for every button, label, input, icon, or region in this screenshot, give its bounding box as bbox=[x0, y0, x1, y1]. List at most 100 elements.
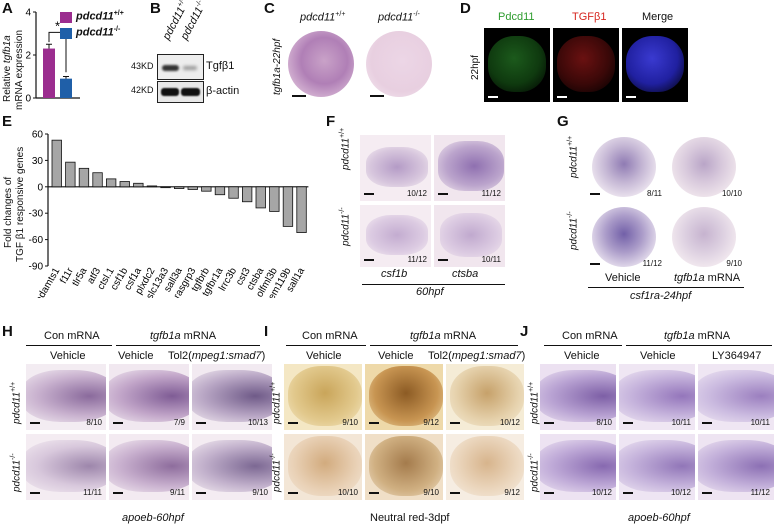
panel-i-image: 10/10 bbox=[284, 434, 362, 500]
y-tick-label: -30 bbox=[29, 209, 44, 220]
panel-d-col2: TGFβ1 bbox=[572, 11, 607, 23]
panel-f-image-ko-csf1b: 11/12 bbox=[360, 205, 431, 267]
scale-bar bbox=[369, 422, 379, 424]
panel-h-image: 10/13 bbox=[192, 364, 272, 430]
panel-c-image-ko bbox=[364, 27, 436, 101]
panel-h-line-tgf bbox=[116, 345, 260, 346]
ratio-label: 10/13 bbox=[247, 418, 268, 427]
ratio-label: 10/12 bbox=[670, 488, 691, 497]
ratio-label: 7/9 bbox=[173, 418, 185, 427]
panel-j-row2: pdcd11-/- bbox=[528, 453, 541, 492]
bar-gene bbox=[65, 161, 76, 188]
panel-h-con: Con mRNA bbox=[44, 330, 100, 342]
panel-i-tgf: tgfb1a mRNA bbox=[410, 330, 477, 342]
panel-h-image: 11/11 bbox=[26, 434, 106, 500]
ratio-label: 9/12 bbox=[423, 418, 439, 427]
scale-bar bbox=[288, 422, 298, 424]
panel-d-col3: Merge bbox=[642, 11, 674, 23]
panel-d-image-pdcd11 bbox=[484, 28, 550, 102]
bar-gene bbox=[119, 181, 130, 188]
ratio-label: 10/11 bbox=[671, 418, 691, 427]
panel-f-underline bbox=[362, 284, 505, 285]
panel-i-bottom: Neutral red-3dpf bbox=[370, 512, 450, 524]
panel-b-band2: β-actin bbox=[206, 85, 240, 97]
scale-bar bbox=[623, 422, 633, 424]
panel-h-image: 7/9 bbox=[109, 364, 189, 430]
ratio-label: 9/12 bbox=[504, 488, 520, 497]
ratio-label: 10/10 bbox=[721, 189, 742, 198]
ratio-label: 11/12 bbox=[481, 189, 501, 198]
scale-bar bbox=[702, 492, 712, 494]
bar-gene bbox=[255, 186, 266, 209]
panel-j-line-con bbox=[544, 345, 622, 346]
panel-g-row2: pdcd11-/- bbox=[567, 211, 580, 250]
panel-h-tgf: tgfb1a mRNA bbox=[150, 330, 217, 342]
panel-label-b: B bbox=[150, 0, 161, 17]
ratio-label: 10/11 bbox=[481, 255, 501, 264]
panel-label-h: H bbox=[2, 323, 13, 340]
panel-c-image-wt bbox=[286, 27, 358, 101]
y-tick-label: 2 bbox=[25, 51, 31, 62]
panel-label-c: C bbox=[264, 0, 275, 17]
ratio-label: 8/11 bbox=[647, 189, 662, 198]
panel-j-tgf: tgfb1a mRNA bbox=[664, 330, 731, 342]
scale-bar bbox=[288, 492, 298, 494]
panel-i-con: Con mRNA bbox=[302, 330, 358, 342]
y-tick-label: 0 bbox=[37, 182, 43, 193]
panel-a-chart: 0 2 4 * bbox=[25, 8, 80, 105]
panel-i-line-con bbox=[286, 345, 366, 346]
y-tick-label: 0 bbox=[25, 94, 31, 105]
y-tick-label: 4 bbox=[25, 8, 31, 19]
panel-i-line-tgf bbox=[370, 345, 518, 346]
bar-gene bbox=[92, 172, 103, 188]
panel-b-band1: Tgfβ1 bbox=[206, 60, 235, 72]
ratio-label: 10/10 bbox=[337, 488, 358, 497]
scale-bar bbox=[450, 422, 460, 424]
bar-gene bbox=[269, 186, 280, 212]
panel-f-image-wt-ctsba: 11/12 bbox=[434, 135, 505, 201]
panel-i-c1: Vehicle bbox=[306, 350, 342, 362]
panel-h-line-con bbox=[26, 345, 112, 346]
ratio-label: 11/11 bbox=[83, 488, 102, 497]
panel-j-image: 8/10 bbox=[540, 364, 616, 430]
legend-swatch-ko bbox=[60, 28, 72, 39]
ratio-label: 9/10 bbox=[342, 418, 358, 427]
panel-f-stage: 60hpf bbox=[416, 286, 444, 298]
panel-h-image: 9/11 bbox=[109, 434, 189, 500]
scale-bar bbox=[623, 492, 633, 494]
panel-b-kd1: 43KD bbox=[131, 61, 154, 71]
scale-bar bbox=[196, 422, 206, 424]
panel-g-col2: tgfb1a mRNA bbox=[674, 272, 741, 284]
panel-a-ylabel-line1: Relative tgfb1a bbox=[2, 35, 13, 102]
ratio-label: 8/10 bbox=[596, 418, 612, 427]
panel-d-image-merge bbox=[622, 28, 688, 102]
panel-label-i: I bbox=[264, 323, 269, 340]
panel-i-image: 9/12 bbox=[365, 364, 443, 430]
panel-h-bottom: apoeb-60hpf bbox=[122, 512, 184, 524]
bar-ko bbox=[60, 78, 72, 98]
panel-c-col1: pdcd11+/+ bbox=[300, 11, 346, 24]
ratio-label: 10/12 bbox=[591, 488, 612, 497]
bar-gene bbox=[201, 186, 212, 192]
panel-j-row1: pdcd11+/+ bbox=[528, 381, 541, 424]
panel-c-row-label: tgfb1a-22hpf bbox=[272, 38, 283, 95]
bar-gene bbox=[133, 182, 144, 188]
ratio-label: 10/11 bbox=[750, 418, 770, 427]
panel-f-col1: csf1b bbox=[381, 268, 408, 280]
bar-gene bbox=[214, 186, 226, 196]
panel-f-image-wt-csf1b: 10/12 bbox=[360, 135, 431, 201]
panel-i-image: 9/10 bbox=[365, 434, 443, 500]
y-tick-label: -60 bbox=[29, 235, 44, 246]
panel-i-image: 9/12 bbox=[446, 434, 524, 500]
panel-label-e: E bbox=[2, 113, 13, 130]
panel-j-image: 10/12 bbox=[619, 434, 695, 500]
ratio-label: 9/10 bbox=[423, 488, 439, 497]
scale-bar bbox=[702, 422, 712, 424]
bar-gene bbox=[106, 178, 117, 188]
scale-bar bbox=[450, 492, 460, 494]
scale-bar bbox=[544, 492, 554, 494]
panel-i-c2: Vehicle bbox=[378, 350, 414, 362]
panel-label-j: J bbox=[520, 323, 529, 340]
panel-j-line-tgf bbox=[626, 345, 772, 346]
panel-i-image: 10/12 bbox=[446, 364, 524, 430]
